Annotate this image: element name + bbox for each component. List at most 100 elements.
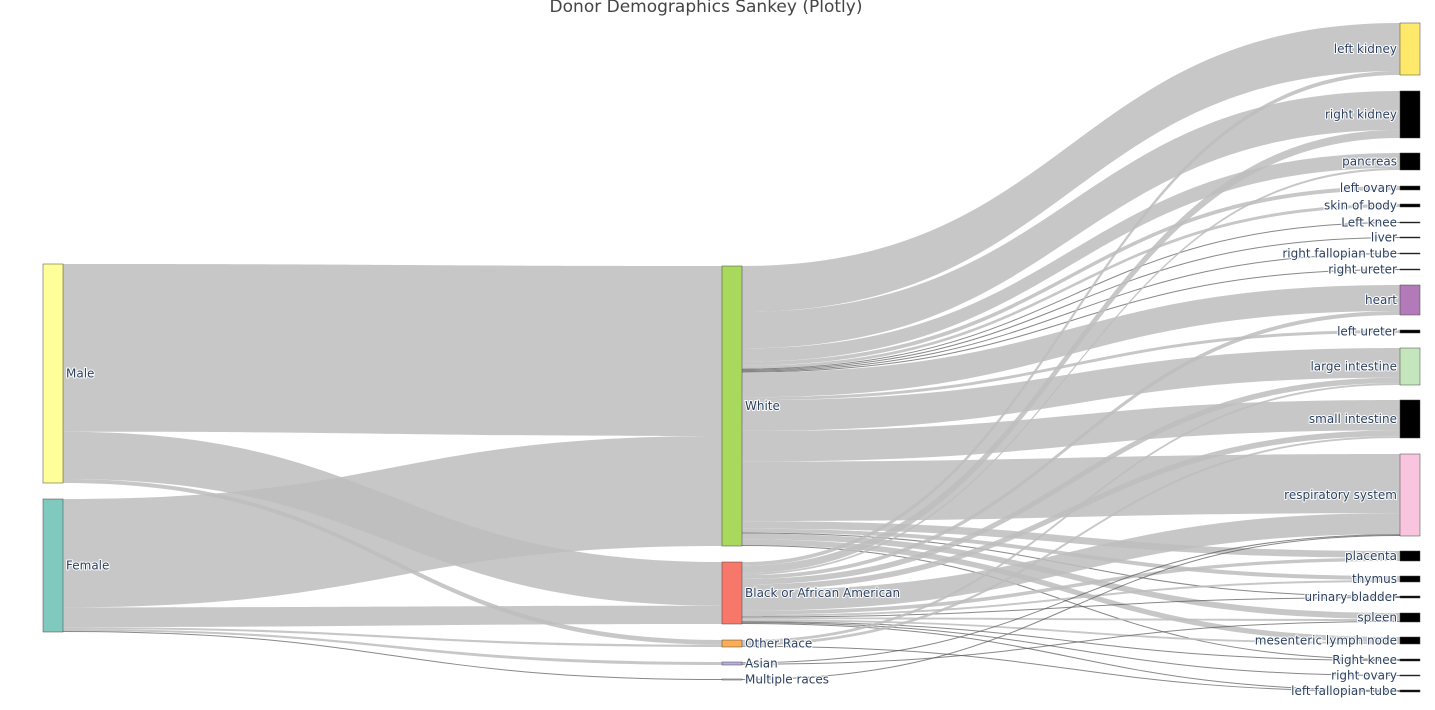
link-white-to-skin: [742, 204, 1400, 369]
sankey-links: [62, 23, 1401, 692]
node-heart[interactable]: [1399, 284, 1421, 316]
node-rovary[interactable]: [1399, 674, 1421, 677]
link-black-to-sintestine: [742, 430, 1400, 591]
link-black-to-mesenteric: [742, 619, 1400, 644]
node-label-other: Other Race: [745, 637, 812, 651]
node-rkidney[interactable]: [1399, 90, 1421, 139]
node-lintestine[interactable]: [1399, 347, 1421, 386]
link-asian-to-resp: [741, 534, 1401, 664]
node-skin[interactable]: [1399, 203, 1421, 208]
node-thymus[interactable]: [1399, 575, 1421, 583]
link-other-to-lfallopian: [741, 645, 1401, 692]
node-label-rknee: Right knee: [1332, 653, 1397, 667]
link-other-to-lintestine: [742, 383, 1400, 643]
node-label-sintestine: small intestine: [1309, 412, 1397, 426]
node-label-thymus: thymus: [1352, 572, 1397, 586]
node-label-rovary: right ovary: [1331, 669, 1397, 683]
node-lureter[interactable]: [1399, 329, 1421, 334]
link-white-to-resp: [742, 454, 1400, 522]
node-rknee[interactable]: [1399, 658, 1421, 662]
link-female-to-other: [63, 627, 722, 647]
node-asian[interactable]: [721, 661, 743, 666]
link-white-to-lintestine: [742, 348, 1400, 431]
link-black-to-lkidney: [742, 71, 1400, 566]
node-other[interactable]: [721, 639, 743, 648]
link-female-to-white: [63, 436, 722, 608]
link-white-to-lureter: [742, 330, 1400, 401]
node-male[interactable]: [42, 263, 64, 484]
node-label-lkidney: left kidney: [1334, 42, 1397, 56]
node-lknee[interactable]: [1399, 221, 1421, 224]
link-white-to-rkidney: [742, 91, 1400, 349]
link-female-to-black: [63, 605, 722, 628]
node-label-spleen: spleen: [1357, 611, 1397, 625]
node-label-heart: heart: [1365, 293, 1397, 307]
node-lovary[interactable]: [1399, 185, 1421, 191]
link-white-to-heart: [742, 285, 1400, 398]
node-label-female: Female: [66, 559, 109, 573]
node-rfallopian[interactable]: [1399, 252, 1421, 255]
node-label-lknee: Left knee: [1341, 216, 1397, 230]
link-black-to-resp: [742, 513, 1400, 611]
link-black-to-rovary: [741, 622, 1401, 676]
node-label-rureter: right ureter: [1328, 263, 1397, 277]
link-black-to-placenta: [742, 557, 1400, 615]
node-resp[interactable]: [1399, 453, 1421, 537]
node-label-mesenteric: mesenteric lymph node: [1255, 634, 1397, 648]
sankey-nodes: [42, 22, 1421, 693]
link-white-to-mesenteric: [742, 539, 1400, 643]
node-label-liver: liver: [1371, 231, 1397, 245]
node-label-lintestine: large intestine: [1310, 360, 1397, 374]
node-label-rfallopian: right fallopian tube: [1282, 247, 1397, 261]
link-asian-to-spleen: [741, 621, 1401, 665]
node-label-male: Male: [66, 367, 94, 381]
node-white[interactable]: [721, 265, 743, 547]
node-label-bladder: urinary bladder: [1304, 590, 1397, 604]
link-multi-to-resp: [741, 535, 1401, 680]
node-label-multi: Multiple races: [745, 673, 829, 687]
link-white-to-pancreas: [742, 153, 1400, 362]
node-female[interactable]: [42, 498, 64, 633]
link-white-to-lkidney: [742, 23, 1400, 313]
link-black-to-pancreas: [742, 167, 1400, 576]
node-label-lfallopian: left fallopian tube: [1291, 684, 1397, 698]
link-male-to-white: [63, 264, 722, 436]
node-pancreas[interactable]: [1399, 152, 1421, 171]
node-label-resp: respiratory system: [1284, 488, 1397, 502]
node-bladder[interactable]: [1399, 595, 1421, 599]
node-black[interactable]: [721, 561, 743, 625]
node-label-placenta: placenta: [1345, 549, 1397, 563]
node-multi[interactable]: [721, 678, 743, 681]
node-lkidney[interactable]: [1399, 22, 1421, 76]
link-black-to-lintestine: [742, 377, 1400, 585]
node-label-rkidney: right kidney: [1325, 108, 1397, 122]
link-black-to-spleen: [742, 617, 1400, 621]
node-rureter[interactable]: [1399, 268, 1421, 271]
node-mesenteric[interactable]: [1399, 636, 1421, 645]
link-black-to-rknee: [741, 621, 1401, 661]
link-white-to-lknee: [741, 222, 1401, 370]
link-white-to-rfallopian: [741, 253, 1401, 372]
link-white-to-lovary: [742, 186, 1400, 366]
node-label-skin: skin of body: [1324, 199, 1397, 213]
link-white-to-sintestine: [742, 400, 1400, 462]
node-spleen[interactable]: [1399, 612, 1421, 623]
node-label-lureter: left ureter: [1337, 325, 1397, 339]
chart-title: Donor Demographics Sankey (Plotly): [550, 0, 863, 17]
link-white-to-rureter: [741, 269, 1401, 373]
node-placenta[interactable]: [1399, 550, 1421, 562]
link-black-to-rkidney: [742, 129, 1400, 574]
link-female-to-multi: [62, 631, 723, 680]
link-white-to-liver: [741, 237, 1401, 371]
node-label-pancreas: pancreas: [1342, 155, 1397, 169]
node-lfallopian[interactable]: [1399, 689, 1421, 693]
link-female-to-asian: [63, 629, 722, 665]
node-liver[interactable]: [1399, 236, 1421, 239]
node-sintestine[interactable]: [1399, 399, 1421, 439]
node-label-lovary: left ovary: [1340, 181, 1397, 195]
sankey-labels: Male Female White Black or African American…: [65, 41, 1398, 699]
node-label-white: White: [745, 399, 780, 413]
node-label-asian: Asian: [745, 657, 778, 671]
link-white-to-spleen: [742, 533, 1400, 619]
